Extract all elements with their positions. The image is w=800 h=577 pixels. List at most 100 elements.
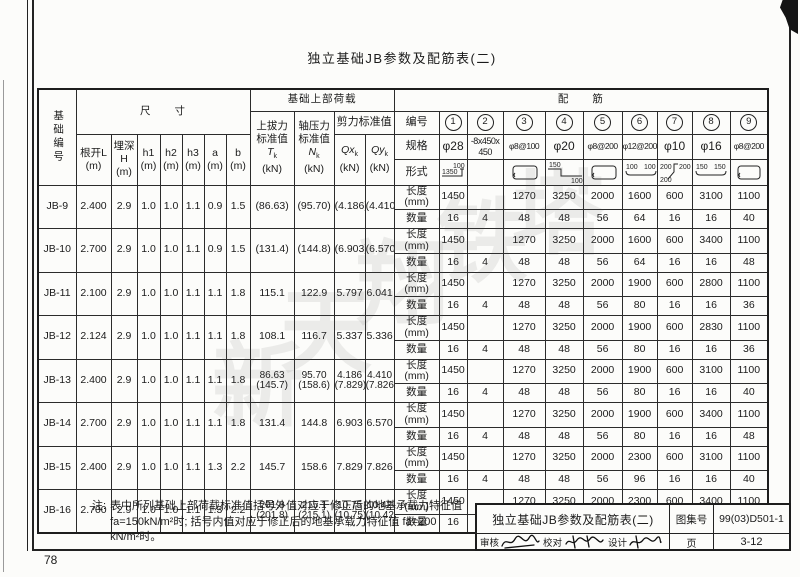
qty-cell: 4 [466, 426, 504, 447]
qty-cell: 80 [621, 339, 658, 360]
row-label-count: 数量 [393, 296, 440, 316]
length-cell: 3400 [691, 228, 731, 254]
load-cell: 158.6 [293, 445, 335, 490]
dimension-cell: 2.9 [110, 271, 138, 316]
load-cell: 95.70 (158.6) [293, 358, 335, 403]
qty-cell: 16 [656, 209, 693, 229]
dimension-cell: 2.9 [110, 358, 138, 403]
qty-cell: 16 [691, 426, 731, 447]
load-cell: 6.570 [364, 402, 395, 447]
load-cell: 5.336 [364, 315, 395, 360]
length-cell: 1900 [621, 358, 658, 384]
load-cell: 115.1 [249, 271, 295, 316]
qty-cell: 16 [656, 252, 693, 273]
dimension-cell: 2.124 [75, 315, 112, 360]
svg-text:100: 100 [626, 164, 638, 171]
qty-cell: 56 [582, 470, 623, 490]
dimension-cell: 1.0 [159, 184, 183, 229]
length-cell: 2800 [691, 271, 731, 297]
length-cell: 1270 [502, 315, 546, 341]
qty-cell: 16 [438, 296, 468, 316]
rebar-col-spec: φ20 [544, 133, 584, 160]
dimension-cell: 1.3 [203, 445, 227, 490]
qty-cell: 16 [691, 470, 731, 490]
qty-cell: 56 [582, 383, 623, 403]
qty-cell: 48 [502, 470, 546, 490]
row-label-length: 长度(mm) [393, 228, 440, 254]
dimension-cell: 1.1 [203, 271, 227, 316]
dimension-cell: 1.5 [225, 228, 251, 273]
length-cell: 600 [656, 445, 693, 471]
qty-cell: 48 [502, 252, 546, 273]
qty-cell: 36 [729, 339, 769, 360]
svg-text:1350: 1350 [442, 169, 458, 176]
load-cell: 144.8 [293, 402, 335, 447]
rebar-col-spec: φ8@200 [729, 133, 769, 160]
rebar-form-diagram: 100 100 [621, 158, 658, 186]
row-label-form: 形式 [393, 158, 440, 186]
length-cell: 1450 [438, 228, 468, 254]
load-cell: 6.041 [364, 271, 395, 316]
dimension-cell: 1.0 [159, 445, 183, 490]
qty-cell: 16 [438, 383, 468, 403]
qty-cell: 56 [582, 252, 623, 273]
dimension-cell: 1.0 [159, 315, 183, 360]
length-cell: 3250 [544, 445, 584, 471]
qty-cell: 16 [656, 383, 693, 403]
qty-cell: 40 [729, 209, 769, 229]
qty-cell: 16 [691, 339, 731, 360]
rebar-col-number: 6 [621, 110, 658, 135]
length-cell [466, 271, 504, 297]
note-line: 表中所列基础上部荷载标准值括号外值对应于修正后的地基承载力特征值 [110, 500, 463, 512]
length-cell: 2300 [621, 445, 658, 471]
dimension-cell: 1.1 [181, 402, 205, 447]
header-dim: a (m) [203, 133, 227, 186]
rebar-col-spec: φ12@200 [621, 133, 658, 160]
qty-cell: 4 [466, 252, 504, 273]
length-cell [466, 445, 504, 471]
dimension-cell: 1.0 [136, 271, 161, 316]
rebar-form-diagram [466, 158, 504, 186]
load-cell: 108.1 [249, 315, 295, 360]
foundation-id: JB-14 [37, 402, 77, 447]
header-qx: Qxk (kN) [333, 133, 366, 186]
row-label-length: 长度(mm) [393, 184, 440, 210]
dimension-cell: 1.8 [225, 358, 251, 403]
dimension-cell: 2.9 [110, 184, 138, 229]
length-cell: 1270 [502, 358, 546, 384]
rebar-form-diagram [729, 158, 769, 186]
frame-left-outer [27, 0, 28, 551]
length-cell: 1900 [621, 315, 658, 341]
foundation-id: JB-16 [37, 489, 77, 534]
length-cell: 600 [656, 228, 693, 254]
signature-zone: 审核 校对 设计 [477, 534, 670, 550]
header-dim: h1 (m) [136, 133, 161, 186]
load-cell: 145.7 [249, 445, 295, 490]
dimension-cell: 2.400 [75, 184, 112, 229]
dimension-cell: 0.9 [203, 184, 227, 229]
length-cell: 3250 [544, 358, 584, 384]
length-cell: 1600 [621, 184, 658, 210]
length-cell: 1100 [729, 228, 769, 254]
dimension-cell: 1.8 [225, 271, 251, 316]
frame-left-inner [32, 0, 34, 551]
page-number-value: 3-12 [740, 536, 763, 548]
foundation-id: JB-9 [37, 184, 77, 229]
dimension-cell: 1.0 [136, 489, 161, 534]
load-cell: (4.410) [364, 184, 395, 229]
length-cell: 3250 [544, 402, 584, 428]
qty-cell: 48 [544, 209, 584, 229]
dimension-cell: 2.2 [225, 445, 251, 490]
foundation-id: JB-13 [37, 358, 77, 403]
qty-cell: 48 [544, 470, 584, 490]
qty-cell: 4 [466, 470, 504, 490]
length-cell: 3100 [691, 358, 731, 384]
dimension-cell: 2.9 [110, 315, 138, 360]
header-axial: 轴压力 标准值 Nk (kN) [293, 110, 335, 186]
qty-cell: 16 [691, 252, 731, 273]
length-cell: 1100 [729, 271, 769, 297]
qty-cell: 16 [691, 383, 731, 403]
qty-cell: 4 [466, 209, 504, 229]
dimension-cell: 1.5 [225, 184, 251, 229]
header-dim: 埋深H (m) [110, 133, 138, 186]
